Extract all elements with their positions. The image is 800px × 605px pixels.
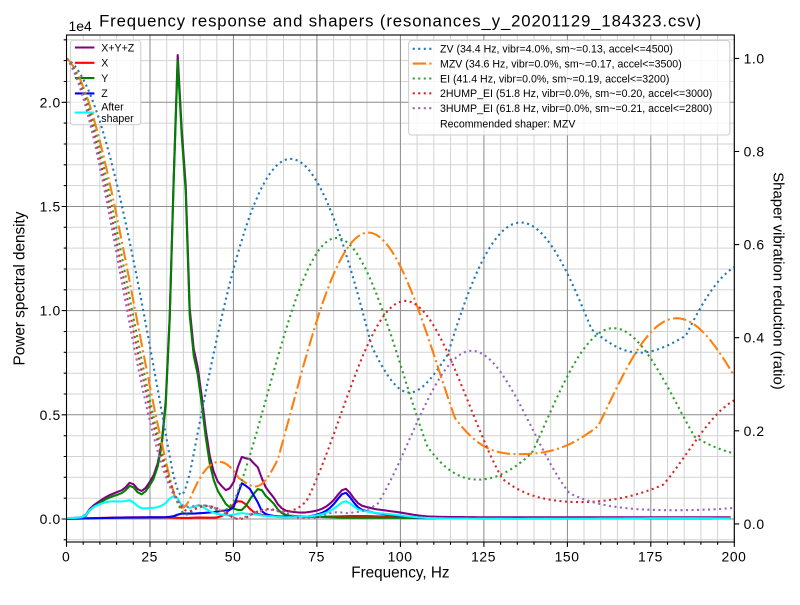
svg-text:125: 125 [471, 549, 496, 565]
svg-text:0.5: 0.5 [40, 407, 61, 423]
svg-text:0: 0 [62, 549, 70, 565]
svg-text:25: 25 [141, 549, 158, 565]
svg-text:shaper: shaper [101, 113, 134, 125]
svg-text:Frequency response and shapers: Frequency response and shapers (resonanc… [99, 12, 702, 31]
svg-text:1.0: 1.0 [40, 303, 61, 319]
svg-text:2HUMP_EI (51.8 Hz, vibr=0.0%,: 2HUMP_EI (51.8 Hz, vibr=0.0%, sm~=0.20, … [440, 88, 712, 100]
svg-text:X+Y+Z: X+Y+Z [101, 42, 135, 54]
svg-text:75: 75 [308, 549, 325, 565]
svg-text:1e4: 1e4 [69, 18, 92, 34]
svg-text:0.6: 0.6 [744, 237, 765, 253]
svg-text:2.0: 2.0 [40, 94, 61, 110]
svg-text:1.0: 1.0 [744, 50, 765, 66]
svg-text:Z: Z [101, 88, 108, 100]
svg-text:0.0: 0.0 [744, 516, 765, 532]
svg-text:ZV (34.4 Hz, vibr=4.0%, sm~=0.: ZV (34.4 Hz, vibr=4.0%, sm~=0.13, accel<… [440, 44, 673, 56]
svg-text:50: 50 [225, 549, 242, 565]
svg-text:MZV (34.6 Hz, vibr=0.0%, sm~=0: MZV (34.6 Hz, vibr=0.0%, sm~=0.17, accel… [440, 59, 682, 71]
svg-text:150: 150 [555, 549, 580, 565]
svg-text:X: X [101, 58, 108, 70]
svg-text:200: 200 [722, 549, 747, 565]
svg-text:Power spectral density: Power spectral density [12, 211, 29, 365]
svg-text:0.8: 0.8 [744, 144, 765, 160]
svg-text:0.2: 0.2 [744, 423, 765, 439]
svg-text:Shaper vibration reduction (ra: Shaper vibration reduction (ratio) [770, 172, 787, 390]
svg-text:Recommended shaper: MZV: Recommended shaper: MZV [440, 118, 576, 130]
svg-text:0.4: 0.4 [744, 330, 765, 346]
svg-text:100: 100 [388, 549, 413, 565]
svg-text:1.5: 1.5 [40, 199, 61, 215]
svg-text:After: After [101, 101, 124, 113]
svg-text:0.0: 0.0 [40, 511, 61, 527]
svg-text:EI (41.4 Hz, vibr=0.0%, sm~=0.: EI (41.4 Hz, vibr=0.0%, sm~=0.19, accel<… [440, 73, 669, 85]
svg-text:Frequency, Hz: Frequency, Hz [351, 564, 449, 581]
svg-text:175: 175 [638, 549, 663, 565]
svg-text:Y: Y [101, 73, 108, 85]
svg-text:3HUMP_EI (61.8 Hz, vibr=0.0%,: 3HUMP_EI (61.8 Hz, vibr=0.0%, sm~=0.21, … [440, 103, 712, 115]
